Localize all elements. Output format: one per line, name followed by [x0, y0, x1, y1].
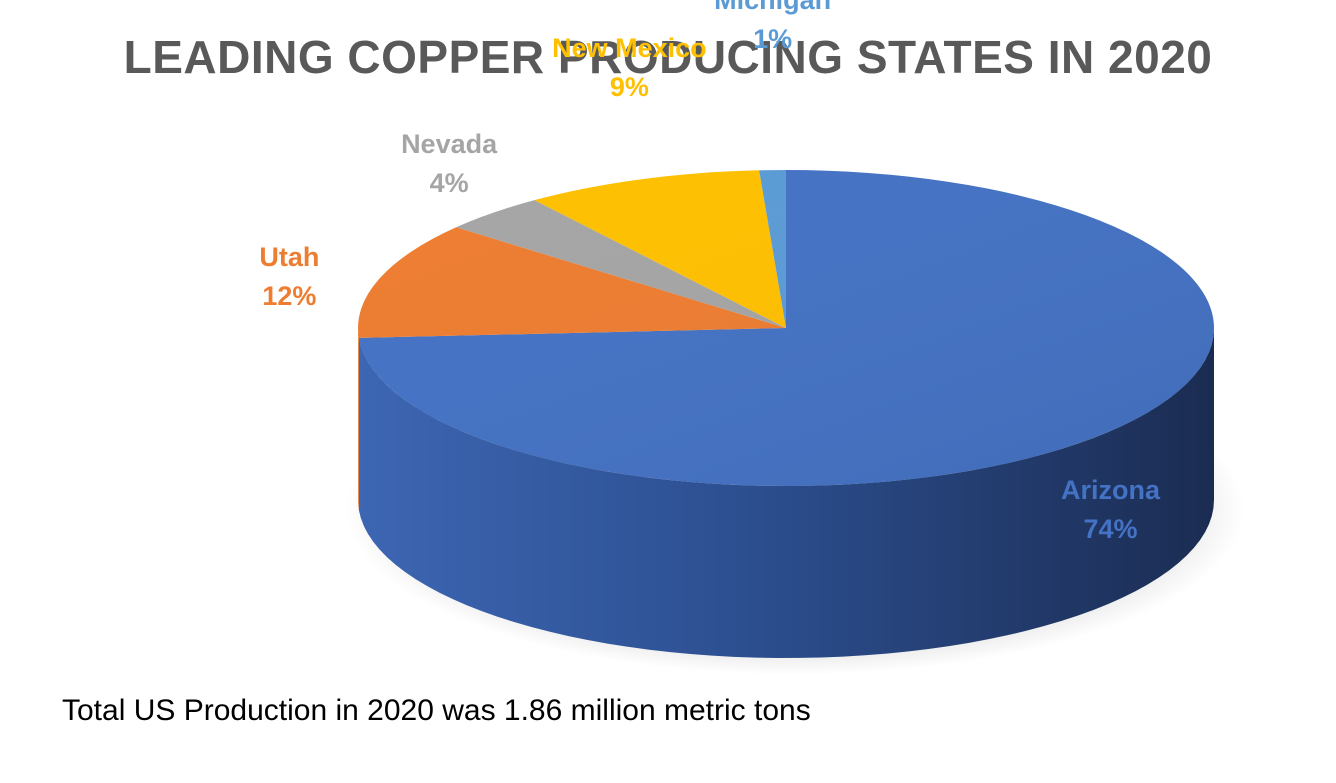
slice-label-value: 9% [609, 71, 649, 102]
slice-label-value: 4% [429, 168, 469, 199]
slice-label-name: Arizona [1060, 474, 1161, 505]
chart-title: LEADING COPPER PRODUCING STATES IN 2020 [123, 31, 1213, 83]
slice-label-value: 74% [1083, 513, 1138, 544]
slice-label-name: Utah [259, 241, 320, 272]
slice-label-utah: Utah 12% [259, 238, 319, 316]
slice-label-name: New Mexico [552, 32, 707, 63]
slice-label-value: 12% [262, 280, 317, 311]
pie-sides [358, 328, 1215, 658]
pie-side-arizona [358, 328, 1215, 658]
slice-label-name: Nevada [401, 129, 498, 160]
footnote: Total US Production in 2020 was 1.86 mil… [62, 694, 811, 727]
slice-label-michigan: Michigan 1% [714, 0, 831, 59]
slice-label-nevada: Nevada 4% [401, 125, 497, 203]
slice-label-arizona: Arizona 74% [1061, 471, 1160, 549]
slice-label-name: Michigan [714, 0, 832, 16]
pie-tops [357, 169, 1214, 487]
pie-top-shading [358, 170, 1214, 486]
pie-side-utah [358, 328, 359, 510]
slice-label-new-mexico: New Mexico 9% [552, 29, 707, 107]
slice-label-value: 1% [753, 24, 793, 55]
